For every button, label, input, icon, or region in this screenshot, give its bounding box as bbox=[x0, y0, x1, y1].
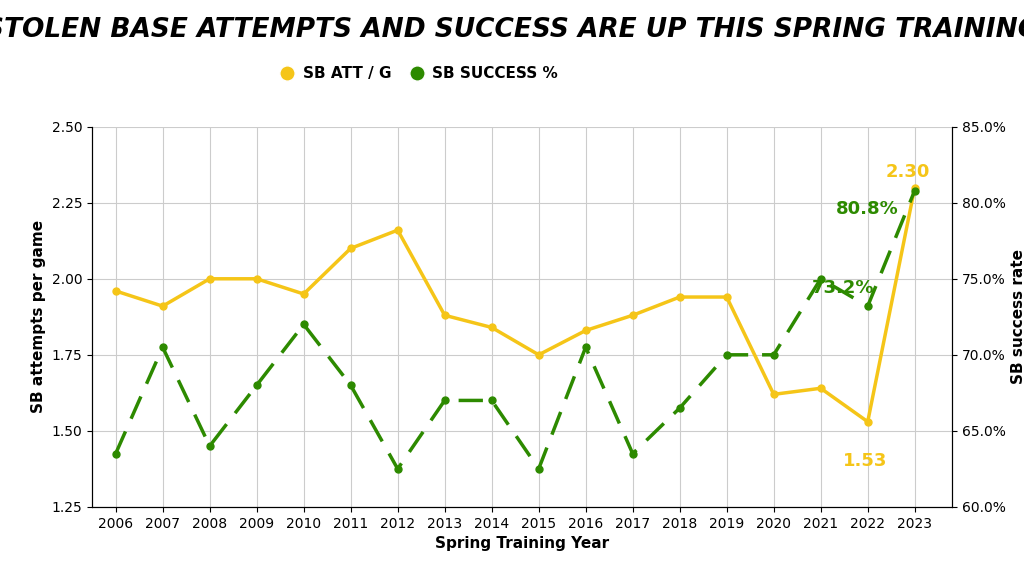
Text: 73.2%: 73.2% bbox=[811, 279, 873, 297]
Text: STOLEN BASE ATTEMPTS AND SUCCESS ARE UP THIS SPRING TRAINING: STOLEN BASE ATTEMPTS AND SUCCESS ARE UP … bbox=[0, 17, 1024, 43]
Text: 80.8%: 80.8% bbox=[836, 200, 898, 218]
Y-axis label: SB attempts per game: SB attempts per game bbox=[31, 220, 46, 414]
Y-axis label: SB success rate: SB success rate bbox=[1012, 249, 1024, 384]
Legend: SB ATT / G, SB SUCCESS %: SB ATT / G, SB SUCCESS % bbox=[280, 66, 558, 81]
Text: 2.30: 2.30 bbox=[886, 164, 930, 181]
X-axis label: Spring Training Year: Spring Training Year bbox=[435, 536, 609, 551]
Text: 1.53: 1.53 bbox=[843, 452, 888, 470]
